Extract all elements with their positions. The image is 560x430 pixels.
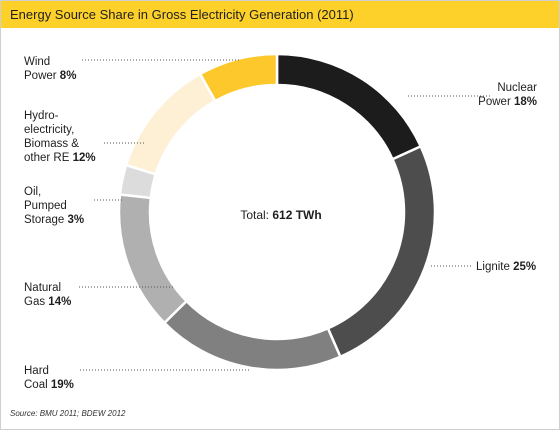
label-percent: 3% bbox=[67, 214, 85, 226]
chart-title: Energy Source Share in Gross Electricity… bbox=[10, 7, 354, 22]
total-value: 612 TWh bbox=[272, 208, 322, 222]
label-percent: 12% bbox=[72, 152, 96, 164]
title-bar: Energy Source Share in Gross Electricity… bbox=[1, 1, 559, 28]
total-text: Total: bbox=[240, 208, 269, 222]
label-percent: 19% bbox=[50, 379, 74, 391]
slice-hydro-electricity-biomass-other-re bbox=[124, 72, 217, 176]
slice-nuclear-power bbox=[275, 52, 423, 161]
label-line: Nuclear bbox=[497, 82, 537, 94]
source-note: Source: BMU 2011; BDEW 2012 bbox=[10, 409, 126, 418]
label-line: Coal 19% bbox=[24, 379, 74, 391]
label-line: other RE 12% bbox=[24, 152, 96, 164]
slice-hard-coal bbox=[162, 299, 342, 372]
label-line: Storage 3% bbox=[24, 214, 85, 226]
label-line: Natural bbox=[24, 282, 62, 294]
label-percent: 18% bbox=[513, 96, 537, 108]
label-hydro-biomass: Hydro-electricity, Biomass & other RE 12% bbox=[24, 109, 96, 165]
label-line: Hydro- bbox=[24, 110, 59, 122]
label-line: Wind bbox=[24, 56, 51, 68]
label-line: Biomass & bbox=[24, 138, 79, 150]
label-nuclear-power: Nuclear Power 18% bbox=[478, 81, 537, 109]
label-line: Gas 14% bbox=[24, 296, 72, 308]
label-hard-coal: Hard Coal 19% bbox=[24, 364, 74, 392]
total-label: Total: 612 TWh bbox=[191, 208, 371, 222]
label-line: Pumped bbox=[24, 200, 67, 212]
slice-natural-gas bbox=[117, 193, 189, 325]
label-line: Power 8% bbox=[24, 70, 77, 82]
slice-lignite bbox=[326, 144, 437, 359]
label-natural-gas: Natural Gas 14% bbox=[24, 281, 71, 309]
label-line: electricity, bbox=[24, 124, 75, 136]
slice-wind-power bbox=[198, 52, 279, 103]
label-lignite: Lignite 25% bbox=[476, 260, 536, 274]
label-line: Hard bbox=[24, 365, 49, 377]
label-oil-pumped-storage: Oil, Pumped Storage 3% bbox=[24, 185, 84, 227]
label-percent: 25% bbox=[513, 261, 537, 273]
label-line: Power 18% bbox=[478, 96, 537, 108]
label-line: Oil, bbox=[24, 186, 42, 198]
label-percent: 14% bbox=[48, 296, 72, 308]
label-percent: 8% bbox=[59, 70, 77, 82]
label-line: Lignite 25% bbox=[476, 261, 537, 273]
label-wind-power: Wind Power 8% bbox=[24, 55, 76, 83]
